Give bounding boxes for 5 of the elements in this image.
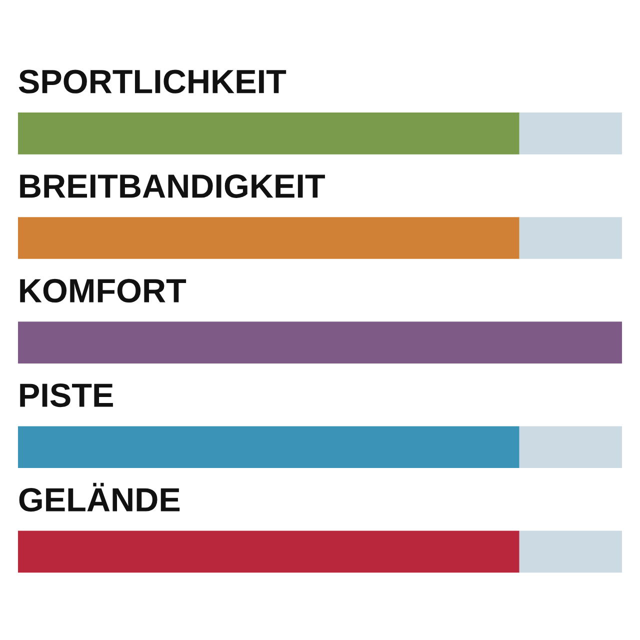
- y-tick-label: PISTE: [20, 383, 113, 408]
- y-tick-label: BREITBANDIGKEIT: [20, 174, 325, 198]
- y-tick-label: KOMFORT: [20, 278, 186, 303]
- y-tick-label: GELÄNDE: [19, 482, 180, 512]
- y-tick-label: SPORTLICHKEIT: [18, 70, 286, 94]
